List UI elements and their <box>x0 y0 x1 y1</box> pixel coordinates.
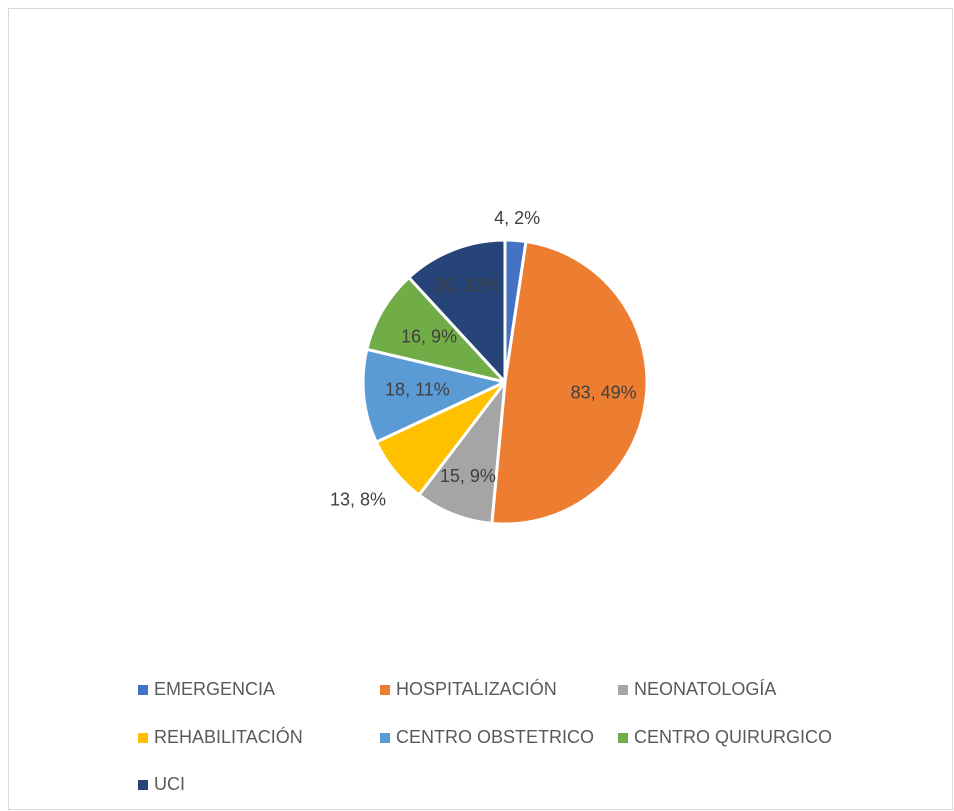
legend-swatch <box>138 780 148 790</box>
legend-swatch <box>380 685 390 695</box>
data-label: 13, 8% <box>330 489 386 509</box>
legend-label: REHABILITACIÓN <box>154 726 303 747</box>
pie-slice <box>490 240 649 526</box>
data-label: 16, 9% <box>401 326 457 346</box>
pie-slice <box>365 275 507 384</box>
legend-swatch <box>380 733 390 743</box>
legend-swatch <box>138 685 148 695</box>
pie-slice <box>361 347 507 444</box>
legend-label: HOSPITALIZACIÓN <box>396 678 557 699</box>
data-label: 15, 9% <box>440 466 496 486</box>
data-label: 18, 11% <box>385 380 450 400</box>
pie-slice <box>407 238 507 384</box>
data-label: 20, 12% <box>435 275 501 295</box>
data-label: 4, 2% <box>494 208 540 228</box>
legend-label: UCI <box>154 774 185 794</box>
data-label: 83, 49% <box>571 383 637 403</box>
legend-swatch <box>618 733 628 743</box>
legend-label: NEONATOLOGÍA <box>634 679 776 699</box>
legend-label: CENTRO OBSTETRICO <box>396 727 594 747</box>
legend-swatch <box>618 685 628 695</box>
legend-label: EMERGENCIA <box>154 679 275 699</box>
legend-label: CENTRO QUIRURGICO <box>634 727 832 747</box>
legend-swatch <box>138 733 148 743</box>
